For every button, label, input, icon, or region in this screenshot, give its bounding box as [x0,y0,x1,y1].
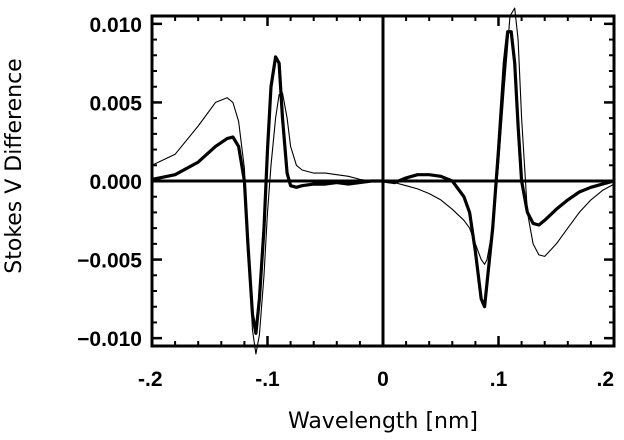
series-line-thin [151,7,615,355]
x-tick-labels: -.2 -.1 0 .1 .2 [138,368,614,391]
y-tick-label: −0.010 [77,328,142,351]
y-tick-label: 0.005 [89,92,142,115]
y-tick-labels: 0.010 0.005 0.000 −0.005 −0.010 [77,14,142,351]
series-layer [151,7,615,355]
y-tick-label: 0.000 [89,171,142,194]
y-tick-label: 0.010 [89,14,142,37]
x-tick-label: 0 [377,368,389,391]
x-tick-label: .2 [596,368,614,391]
tick-marks [150,16,616,346]
x-tick-label: .1 [490,368,508,391]
x-tick-label: -.2 [138,368,163,391]
x-tick-label: -.1 [255,368,280,391]
y-tick-label: −0.005 [77,250,142,273]
y-axis-title: Stokes V Difference [2,58,27,273]
x-axis-title: Wavelength [nm] [288,409,478,434]
